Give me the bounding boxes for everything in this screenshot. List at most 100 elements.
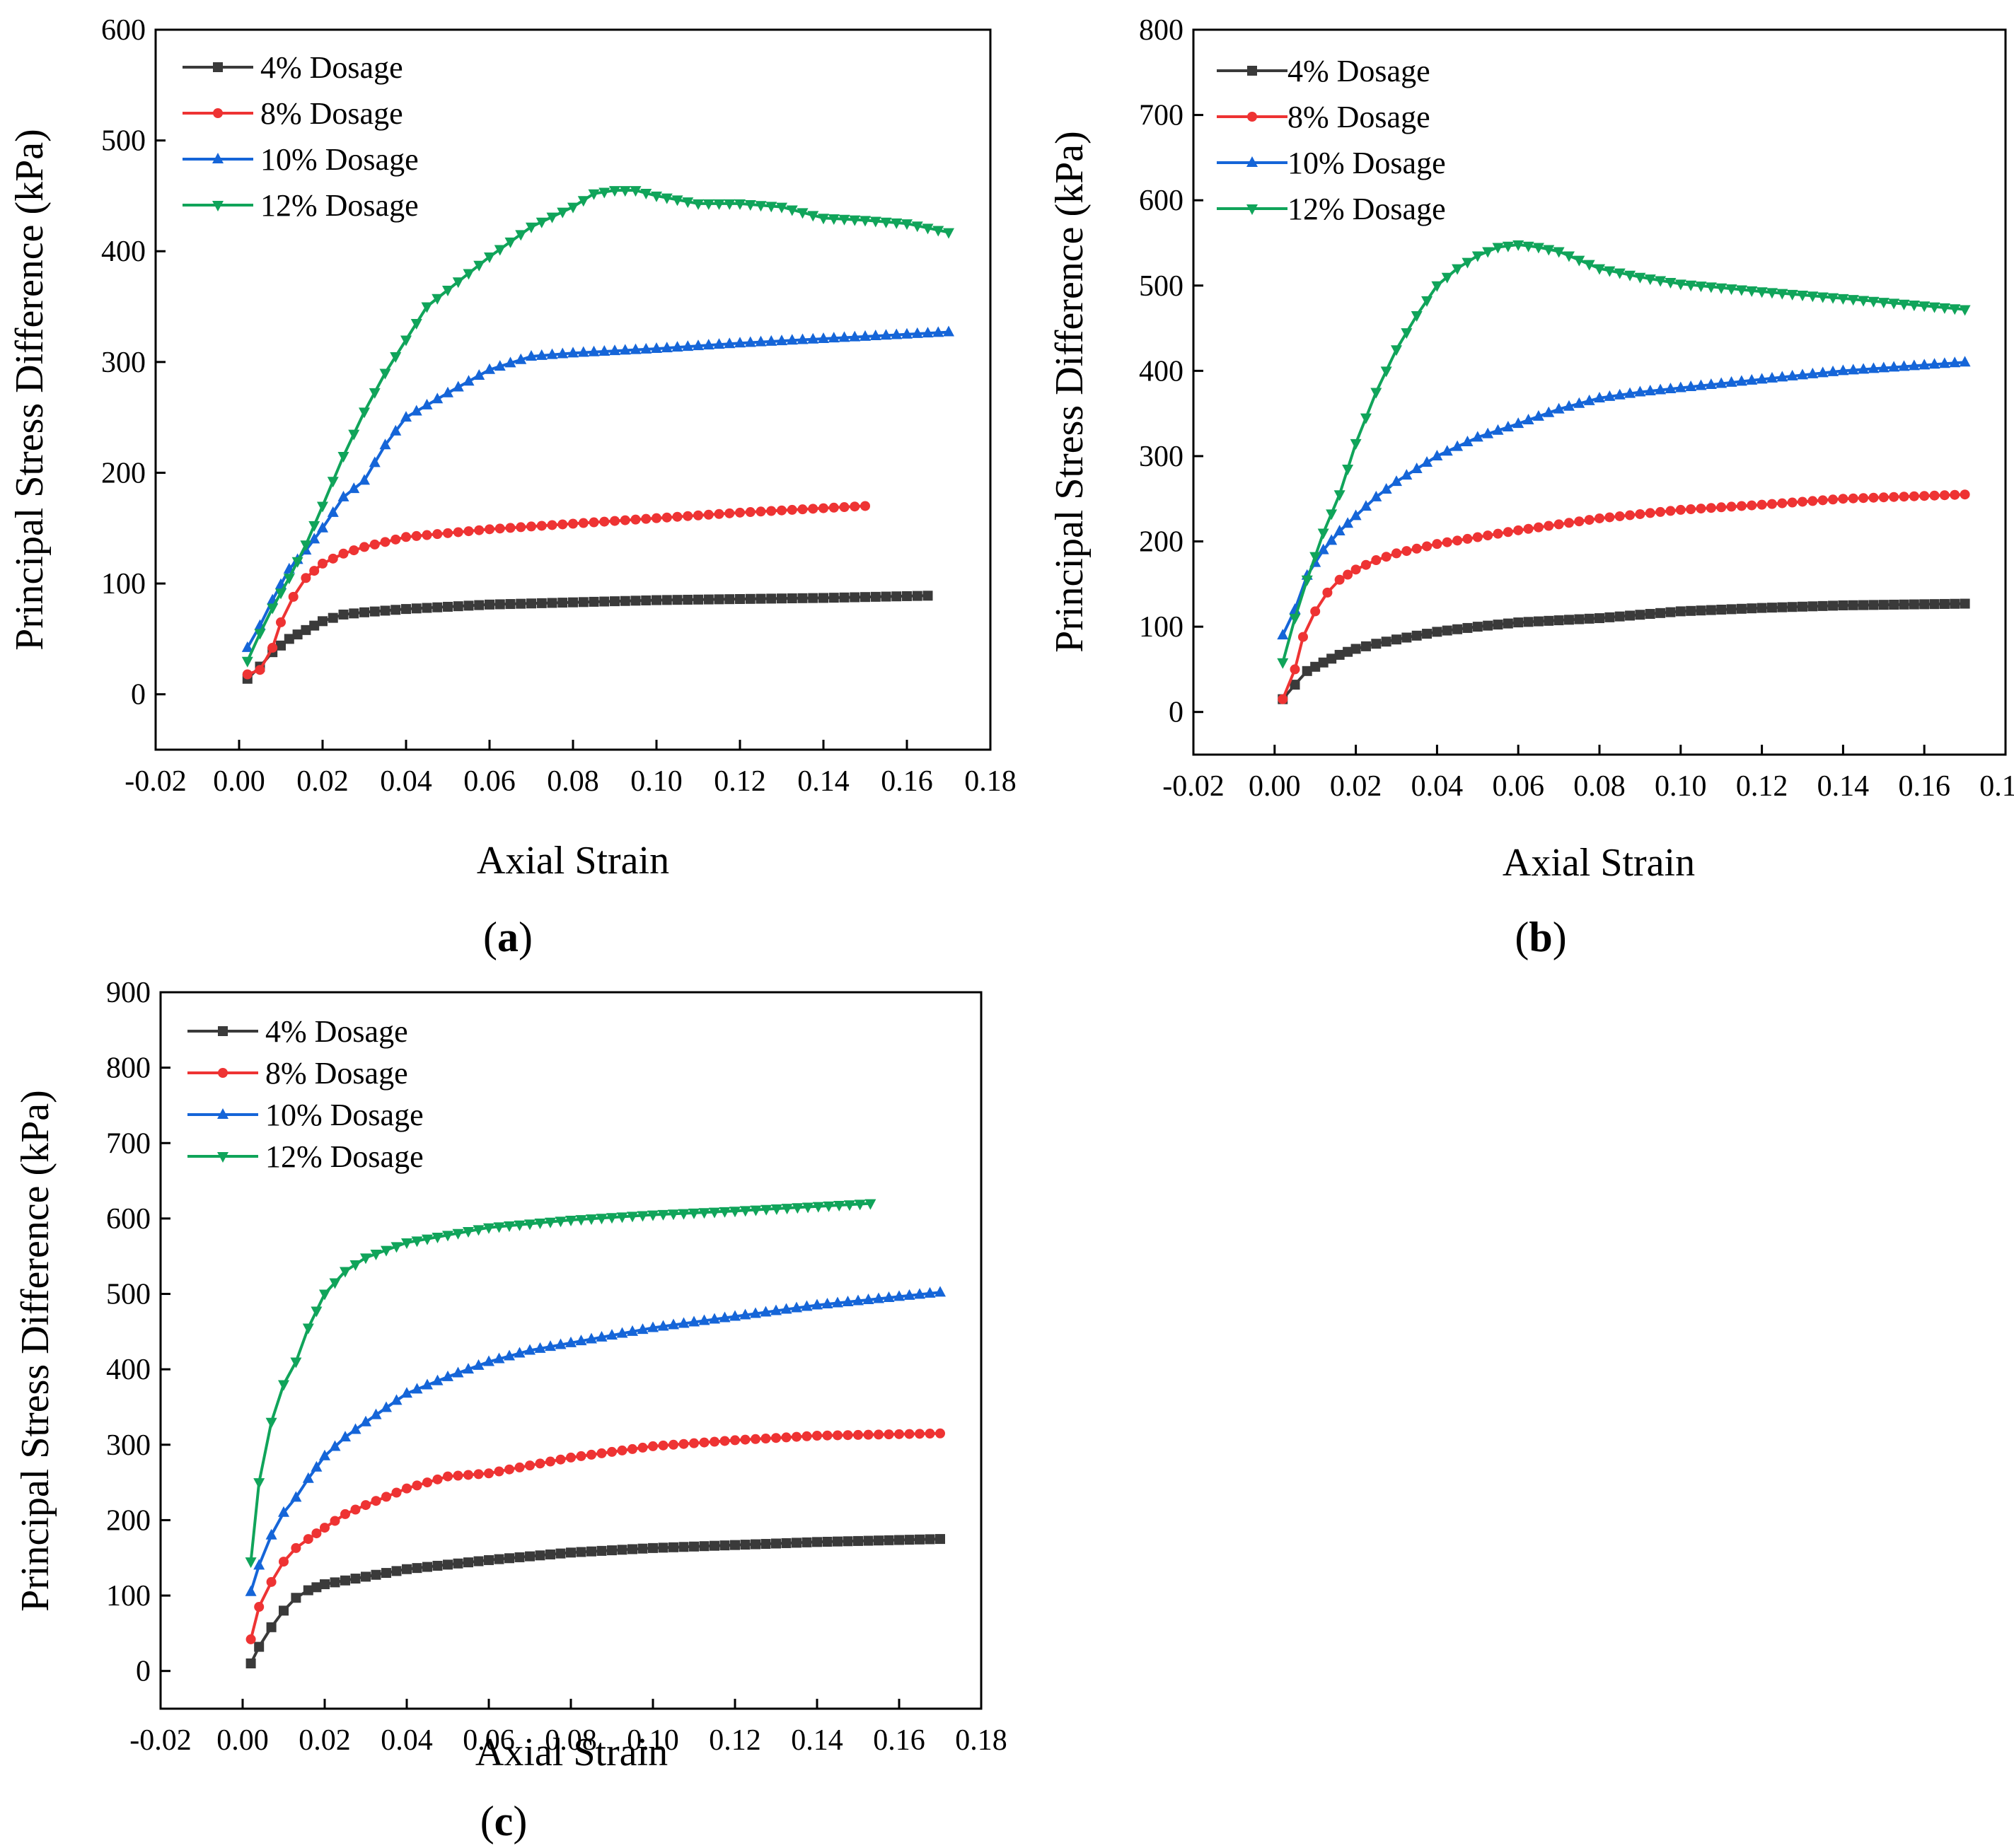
- data-point: [278, 1506, 289, 1517]
- data-point: [1665, 382, 1677, 393]
- data-point: [402, 1483, 412, 1494]
- data-point: [1868, 296, 1880, 308]
- data-point: [1452, 440, 1464, 451]
- legend-item-10pct-dosage: 10% Dosage: [183, 142, 419, 177]
- data-point: [557, 207, 569, 219]
- data-point: [276, 617, 286, 627]
- data-point: [881, 591, 891, 602]
- data-point: [719, 1207, 731, 1218]
- legend-marker: [1247, 112, 1257, 122]
- data-point: [484, 363, 495, 374]
- legend-label: 4% Dosage: [260, 50, 403, 85]
- data-point: [350, 1504, 361, 1515]
- data-point: [1645, 508, 1655, 518]
- data-point: [1595, 613, 1604, 624]
- data-point: [823, 1201, 835, 1212]
- data-point: [1889, 492, 1899, 502]
- data-point: [699, 1437, 710, 1448]
- data-point: [494, 523, 505, 534]
- data-point: [880, 217, 892, 228]
- data-point: [596, 1448, 607, 1458]
- y-tick-label: 400: [1139, 355, 1183, 388]
- data-point: [682, 197, 694, 209]
- data-point: [822, 1430, 833, 1441]
- data-point: [1573, 255, 1585, 267]
- y-tick-label: 100: [101, 568, 146, 600]
- data-point: [770, 1204, 782, 1215]
- x-tick-label: 0.02: [296, 765, 349, 798]
- data-point: [536, 521, 547, 531]
- data-point: [683, 594, 693, 605]
- legend-label: 10% Dosage: [265, 1098, 424, 1132]
- data-point: [422, 603, 432, 613]
- data-point: [1370, 490, 1382, 501]
- data-point: [744, 200, 756, 211]
- data-point: [1431, 449, 1443, 460]
- data-point: [1634, 272, 1646, 284]
- data-point: [792, 1203, 804, 1214]
- legend: 4% Dosage 8% Dosage 10% Dosage 12% Dosage: [1217, 54, 1446, 226]
- legend-marker: [1247, 66, 1257, 76]
- data-point: [524, 1219, 536, 1231]
- data-point: [483, 1355, 494, 1366]
- data-point: [390, 352, 402, 364]
- data-point: [792, 1431, 801, 1442]
- chart-panel-c: 0 100 200 300 400 500 600 700 800 900 -0.02 0.00 0.…: [13, 977, 1007, 1844]
- data-point: [1715, 283, 1727, 294]
- data-point: [627, 1211, 638, 1223]
- data-point: [838, 331, 850, 342]
- y-tick-label: 400: [101, 236, 146, 268]
- data-point: [1543, 406, 1555, 417]
- data-point: [710, 1436, 719, 1447]
- data-point: [1543, 245, 1555, 256]
- x-tick-label: 0.04: [380, 765, 432, 798]
- data-point: [1422, 541, 1433, 552]
- data-point: [545, 1456, 555, 1467]
- data-point: [935, 1428, 945, 1439]
- data-point: [699, 1541, 710, 1552]
- data-point: [1725, 376, 1737, 387]
- data-point: [555, 1454, 566, 1465]
- data-point: [1868, 600, 1879, 610]
- data-point: [432, 294, 444, 305]
- data-point: [588, 189, 600, 200]
- data-point: [693, 594, 703, 605]
- data-point: [1817, 495, 1828, 506]
- data-point: [1858, 363, 1870, 374]
- data-point: [657, 1209, 669, 1221]
- data-point: [381, 1492, 391, 1502]
- data-point: [637, 1442, 648, 1453]
- data-point: [390, 424, 402, 436]
- data-point: [1322, 587, 1333, 598]
- data-point: [463, 1470, 473, 1480]
- data-point: [932, 326, 944, 337]
- data-point: [266, 1622, 277, 1632]
- data-point: [370, 1408, 382, 1419]
- data-point: [349, 608, 359, 619]
- data-series: [1277, 240, 1971, 704]
- data-point: [902, 591, 912, 601]
- legend-label: 8% Dosage: [260, 96, 403, 131]
- data-point: [1594, 264, 1605, 275]
- y-tick-label: 700: [1139, 100, 1183, 132]
- data-point: [1807, 367, 1819, 378]
- x-tick-label: 0.18: [1979, 770, 2014, 803]
- data-point: [586, 1214, 597, 1226]
- data-point: [724, 594, 735, 605]
- data-point: [1343, 569, 1353, 580]
- data-point: [1786, 369, 1798, 380]
- data-point: [526, 350, 537, 361]
- data-point: [515, 353, 527, 364]
- data-point: [1950, 598, 1960, 609]
- data-point: [1583, 260, 1595, 271]
- data-point: [432, 1560, 443, 1571]
- data-point: [245, 1634, 256, 1644]
- data-point: [1776, 289, 1788, 300]
- data-point: [401, 532, 411, 542]
- data-point: [1604, 390, 1616, 401]
- data-point: [807, 332, 819, 344]
- data-point: [1960, 598, 1970, 609]
- data-point: [838, 214, 850, 226]
- data-point: [1776, 371, 1788, 382]
- data-point: [922, 591, 933, 601]
